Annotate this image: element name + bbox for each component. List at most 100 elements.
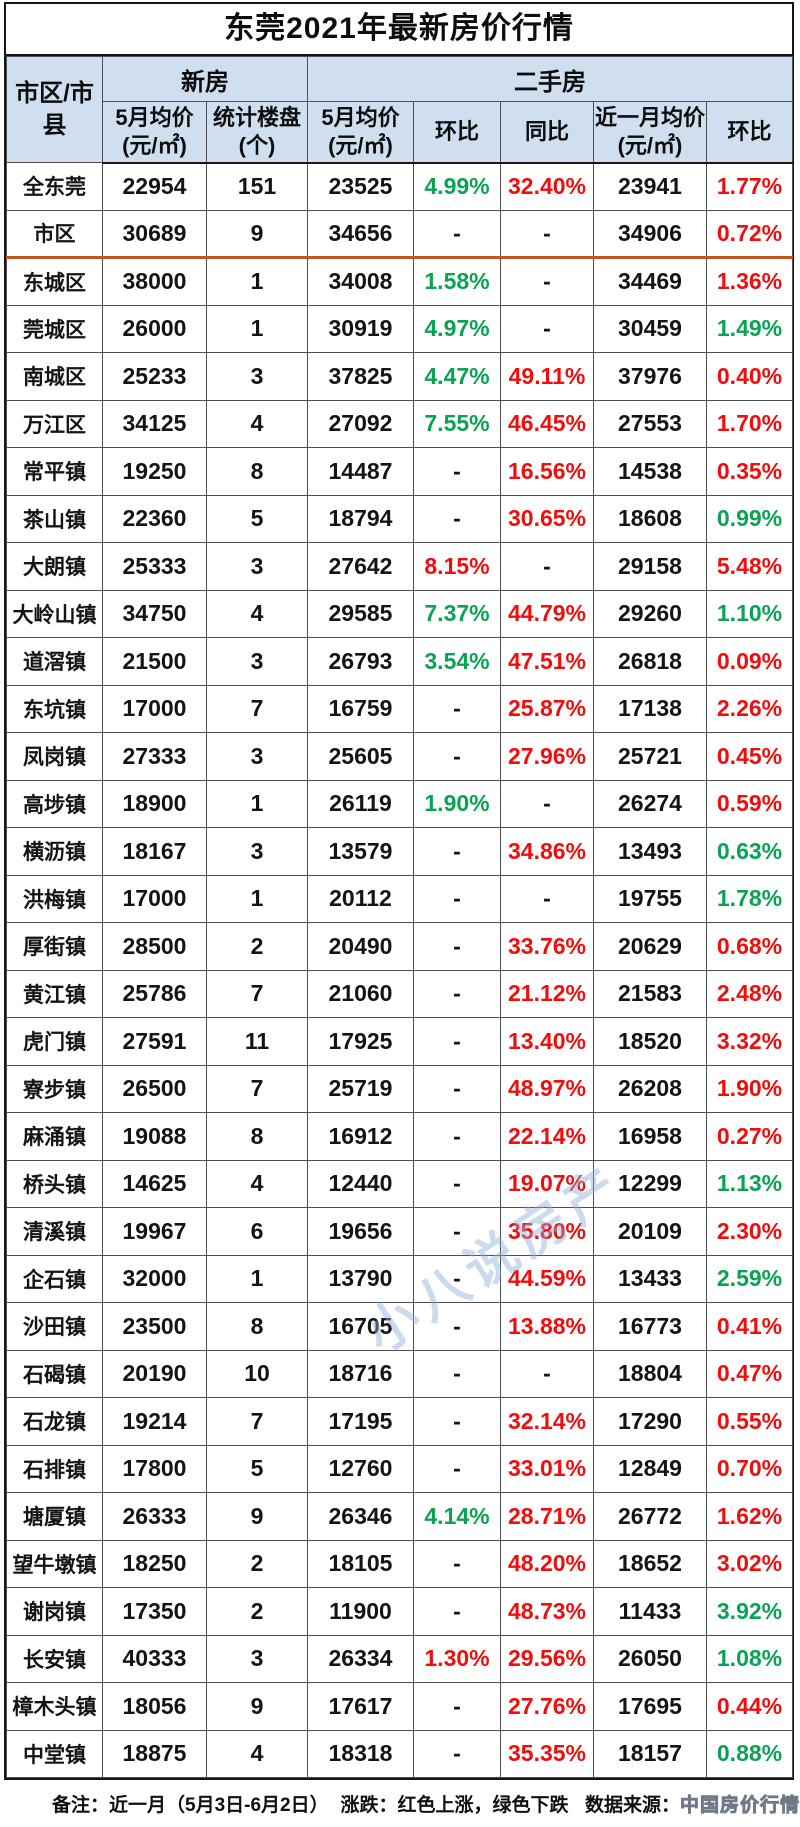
cell-used-avg: 17617 [307, 1682, 414, 1731]
cell-used-avg: 20112 [307, 874, 414, 923]
group-header-new: 新房 [102, 56, 308, 102]
cell-used-avg: 14487 [307, 447, 414, 496]
cell-used-yoy: 27.96% [500, 732, 594, 781]
cell-used-mom: 1.58% [413, 257, 501, 306]
cell-used-avg: 18318 [307, 1729, 414, 1778]
cell-new-avg: 27333 [102, 732, 207, 781]
table-row: 虎门镇 27591 11 17925-13.40% 18520 3.32% [6, 1017, 793, 1066]
cell-region: 大朗镇 [6, 542, 103, 591]
table-row: 高埗镇 18900 1 26119 1.90% -26274 0.59% [6, 779, 793, 828]
table-row: 沙田镇 23500 8 16705-13.88% 16773 0.41% [6, 1302, 793, 1351]
cell-listings: 3 [206, 637, 308, 686]
cell-recent-avg: 25721 [593, 732, 707, 781]
cell-recent-mom: 0.55% [706, 1397, 793, 1446]
cell-used-avg: 26793 [307, 637, 414, 686]
cell-used-yoy: 22.14% [500, 1112, 594, 1161]
cell-new-avg: 25233 [102, 352, 207, 401]
cell-recent-mom: 0.72% [706, 209, 793, 259]
note-text: 近一月（5月3日-6月2日） [109, 1795, 329, 1816]
cell-recent-avg: 17290 [593, 1397, 707, 1446]
table-row: 石排镇 17800 5 12760-33.01% 12849 0.70% [6, 1444, 793, 1493]
sub-header-row: 5月均价(元/㎡) 统计楼盘(个) 5月均价(元/㎡) 环比 同比 近一月均价(… [7, 101, 793, 164]
cell-used-mom: 1.90% [413, 779, 501, 828]
footnote: 备注： 近一月（5月3日-6月2日） 涨跌： 红色上涨，绿色下跌 数据来源： 中… [52, 1790, 800, 1817]
cell-used-yoy: 44.59% [500, 1254, 594, 1303]
cell-recent-avg: 18652 [593, 1539, 707, 1588]
cell-used-yoy: 47.51% [500, 637, 594, 686]
table-row: 黄江镇 25786 7 21060-21.12% 21583 2.48% [6, 969, 793, 1018]
cell-listings: 9 [206, 209, 308, 259]
cell-used-mom: - [413, 684, 501, 733]
cell-new-avg: 30689 [102, 209, 207, 259]
cell-new-avg: 32000 [102, 1254, 207, 1303]
cell-recent-avg: 26050 [593, 1634, 707, 1683]
page-title: 东莞2021年最新房价行情 [6, 4, 792, 56]
group-header-used: 二手房 [307, 56, 793, 102]
cell-used-yoy: 48.97% [500, 1064, 594, 1113]
table-row: 长安镇 40333 3 26334 1.30% 29.56% 26050 1.08% [6, 1634, 793, 1683]
cell-listings: 1 [206, 304, 308, 353]
cell-listings: 8 [206, 1112, 308, 1161]
cell-listings: 3 [206, 732, 308, 781]
cell-used-avg: 21060 [307, 969, 414, 1018]
cell-new-avg: 34125 [102, 399, 207, 448]
cell-recent-mom: 1.90% [706, 1064, 793, 1113]
cell-used-mom: - [413, 1017, 501, 1066]
table-row: 东城区 38000 1 34008 1.58% -34469 1.36% [6, 257, 793, 306]
group-header-row: 市区/市县 新房 二手房 [6, 56, 793, 163]
cell-new-avg: 20190 [102, 1349, 207, 1398]
cell-used-yoy: 46.45% [500, 399, 594, 448]
cell-used-avg: 16759 [307, 684, 414, 733]
cell-used-yoy: 48.73% [500, 1587, 594, 1636]
table-row: 道滘镇 21500 3 26793 3.54% 47.51% 26818 0.09% [6, 637, 793, 686]
cell-listings: 8 [206, 1302, 308, 1351]
sub-header-new-avg: 5月均价(元/㎡) [102, 101, 207, 164]
table-row: 大朗镇 25333 3 27642 8.15% -29158 5.48% [6, 542, 793, 591]
table-row: 横沥镇 18167 3 13579-34.86% 13493 0.63% [6, 827, 793, 876]
cell-used-yoy: 32.40% [500, 162, 594, 211]
cell-region: 高埗镇 [6, 779, 103, 828]
table-row: 凤岗镇 27333 3 25605-27.96% 25721 0.45% [6, 732, 793, 781]
cell-used-mom: 4.97% [413, 304, 501, 353]
cell-region: 清溪镇 [6, 1207, 103, 1256]
cell-new-avg: 18875 [102, 1729, 207, 1778]
cell-recent-mom: 5.48% [706, 542, 793, 591]
cell-used-yoy: - [500, 209, 594, 259]
cell-listings: 4 [206, 1729, 308, 1778]
cell-used-yoy: 33.01% [500, 1444, 594, 1493]
cell-listings: 4 [206, 1159, 308, 1208]
cell-used-yoy: - [500, 257, 594, 306]
cell-region: 凤岗镇 [6, 732, 103, 781]
table-row: 寮步镇 26500 7 25719-48.97% 26208 1.90% [6, 1064, 793, 1113]
cell-used-avg: 26346 [307, 1492, 414, 1541]
cell-region: 虎门镇 [6, 1017, 103, 1066]
cell-new-avg: 19088 [102, 1112, 207, 1161]
cell-used-mom: 8.15% [413, 542, 501, 591]
cell-listings: 7 [206, 1397, 308, 1446]
cell-new-avg: 22954 [102, 162, 207, 211]
cell-region: 南城区 [6, 352, 103, 401]
cell-recent-mom: 0.70% [706, 1444, 793, 1493]
cell-used-yoy: 49.11% [500, 352, 594, 401]
table-row: 石碣镇 20190 10 18716- -18804 0.47% [6, 1349, 793, 1398]
cell-listings: 1 [206, 874, 308, 923]
cell-used-avg: 12760 [307, 1444, 414, 1493]
cell-used-mom: 4.99% [413, 162, 501, 211]
table-row: 麻涌镇 19088 8 16912-22.14% 16958 0.27% [6, 1112, 793, 1161]
cell-region: 塘厦镇 [6, 1492, 103, 1541]
cell-region: 企石镇 [6, 1254, 103, 1303]
cell-recent-mom: 0.09% [706, 637, 793, 686]
table-header: 市区/市县 新房 二手房 5月均价(元/㎡) 统计楼盘(个) 5月均价(元/㎡)… [6, 56, 793, 164]
cell-used-mom: - [413, 1159, 501, 1208]
cell-recent-avg: 16773 [593, 1302, 707, 1351]
table-row: 望牛墩镇 18250 2 18105-48.20% 18652 3.02% [6, 1539, 793, 1588]
cell-region: 石碣镇 [6, 1349, 103, 1398]
cell-used-avg: 25605 [307, 732, 414, 781]
cell-used-yoy: 48.20% [500, 1539, 594, 1588]
cell-used-mom: 7.55% [413, 399, 501, 448]
cell-listings: 1 [206, 779, 308, 828]
cell-used-avg: 27642 [307, 542, 414, 591]
cell-new-avg: 17800 [102, 1444, 207, 1493]
cell-new-avg: 34750 [102, 589, 207, 638]
